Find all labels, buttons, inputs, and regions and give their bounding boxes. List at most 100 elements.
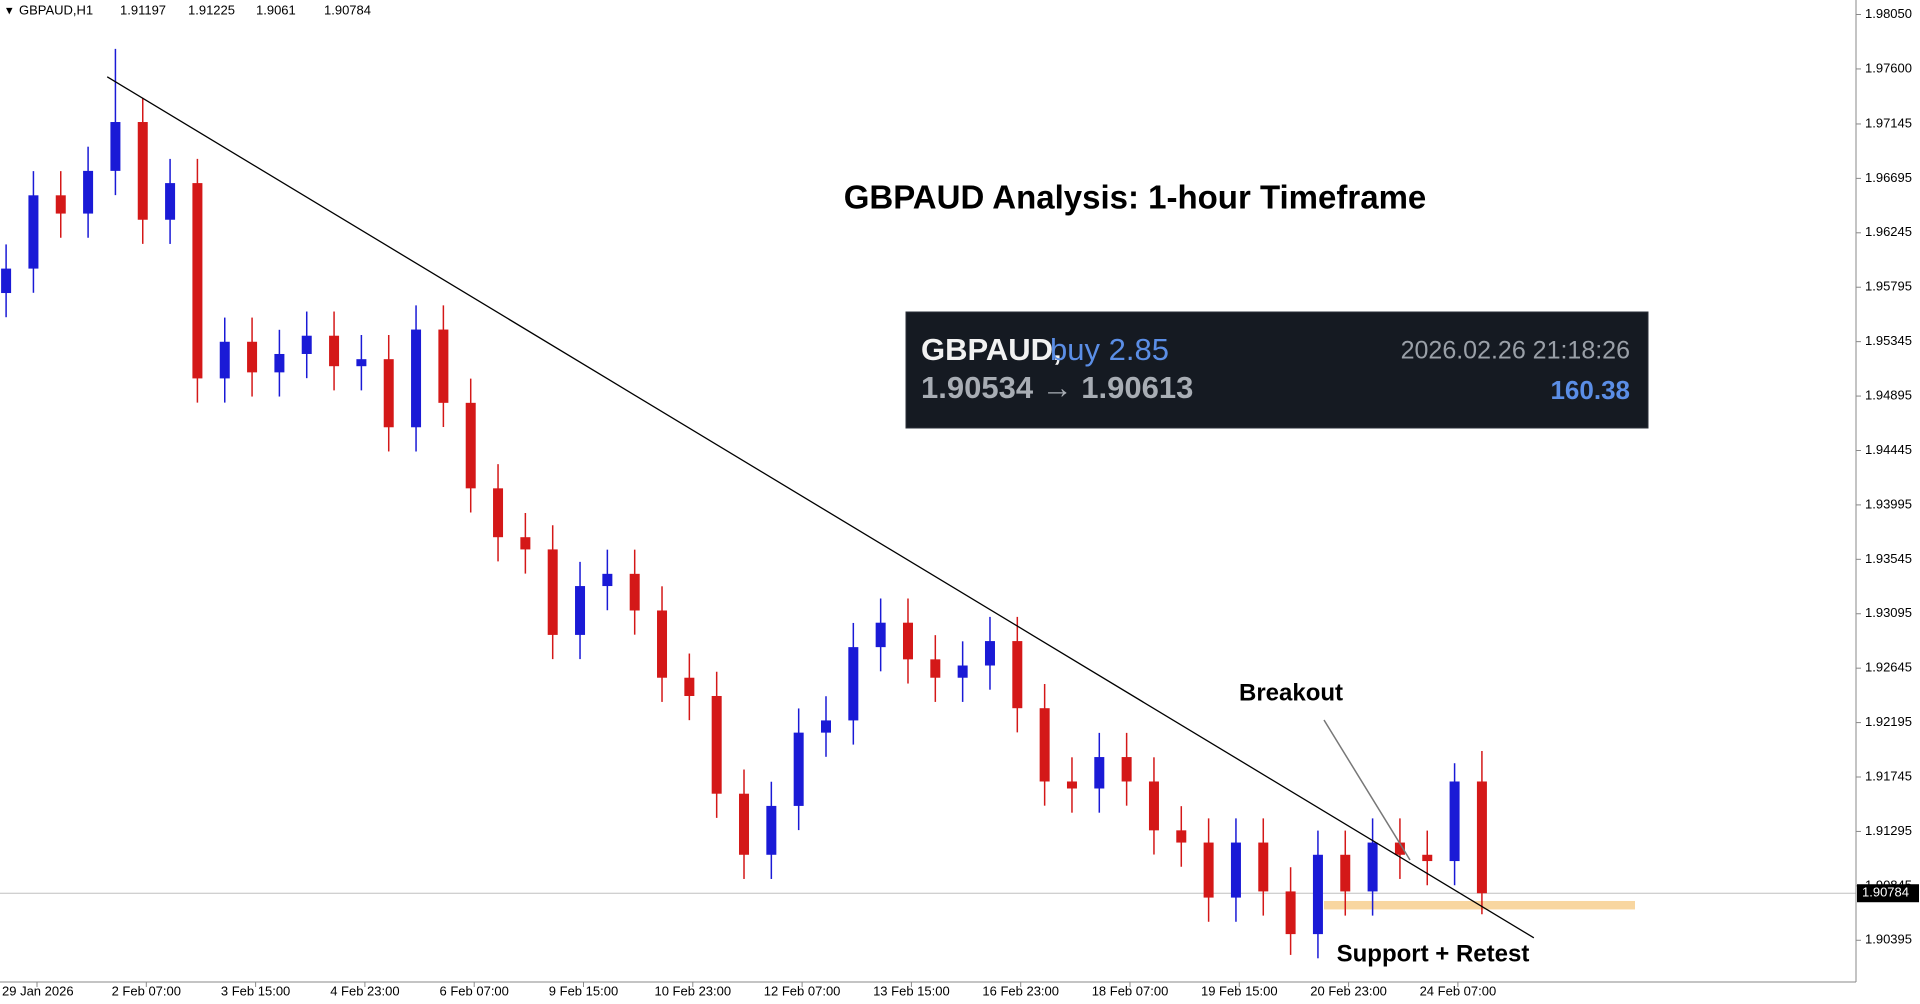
candle-body: [1394, 842, 1405, 855]
trade-prices: 1.90534 → 1.90613: [921, 370, 1193, 405]
header-ohlc-value: 1.91225: [188, 2, 235, 17]
x-tick-label: 19 Feb 15:00: [1201, 983, 1278, 998]
candle-body: [520, 537, 531, 550]
candle-body: [957, 665, 968, 678]
candle-body: [821, 720, 831, 733]
candle-body: [55, 195, 66, 214]
axis-layer: 1.98050 1.97600 1.97145 1.96695 1.96245 1.957…: [2, 6, 1912, 998]
candle-body: [83, 170, 94, 214]
candle-body: [1422, 854, 1433, 862]
plot-layer: [0, 48, 1856, 959]
candle-body: [1312, 854, 1323, 935]
candle-body: [984, 641, 995, 666]
candle-body: [28, 195, 39, 269]
chart-title: GBPAUD Analysis: 1-hour Timeframe: [844, 179, 1427, 216]
candle-body: [465, 402, 476, 489]
candle-body: [383, 359, 394, 428]
candle-body: [301, 335, 312, 354]
header-ohlc-value: 1.91197: [120, 2, 166, 17]
candle-body: [1258, 842, 1269, 892]
trendline: [106, 76, 1535, 939]
y-tick-label: 1.97600: [1865, 60, 1912, 75]
candle-body: [411, 329, 422, 428]
y-tick-label: 1.94895: [1865, 388, 1912, 403]
collapse-arrow: ▾: [6, 2, 13, 17]
candle-body: [219, 341, 230, 379]
y-tick-label: 1.93995: [1865, 496, 1912, 511]
x-tick-label: 10 Feb 23:00: [654, 983, 731, 998]
y-tick-label: 1.91745: [1865, 768, 1912, 783]
header-ohlc-value: 1.90784: [324, 2, 371, 17]
x-tick-label: 13 Feb 15:00: [873, 983, 950, 998]
candle-body: [247, 341, 258, 373]
x-tick-label: 2 Feb 07:00: [112, 983, 181, 998]
trade-ticker: GBPAUD,: [921, 332, 1062, 367]
candle-body: [1203, 842, 1214, 898]
candle-body: [684, 677, 695, 696]
candle-body: [1230, 842, 1241, 898]
candle-body: [274, 353, 285, 373]
trade-profit: 160.38: [1550, 375, 1630, 405]
candle-body: [739, 793, 750, 855]
x-tick-label: 16 Feb 23:00: [982, 983, 1059, 998]
candle-body: [547, 549, 558, 635]
candle-body: [575, 586, 586, 635]
candle-body: [875, 622, 886, 648]
x-tick-label: 24 Feb 07:00: [1420, 983, 1497, 998]
y-tick-label: 1.95345: [1865, 333, 1912, 348]
trade-box-bg: [905, 311, 1649, 429]
y-tick-label: 1.95795: [1865, 279, 1912, 294]
y-tick-label: 1.92195: [1865, 714, 1912, 729]
y-tick-label: 1.91295: [1865, 823, 1912, 838]
candle-body: [629, 573, 640, 611]
header-ohlc: 1.91197 1.91225 1.9061 1.90784: [120, 2, 371, 17]
candle-body: [438, 329, 449, 403]
candle-body: [1176, 830, 1187, 843]
y-tick-label: 1.93095: [1865, 605, 1912, 620]
x-tick-label: 18 Feb 07:00: [1092, 983, 1169, 998]
candle-body: [1039, 708, 1050, 782]
candle-body: [793, 732, 804, 806]
candle-body: [711, 695, 722, 794]
candle-body: [493, 488, 504, 538]
x-tick-label: 9 Feb 15:00: [549, 983, 618, 998]
candle-body: [1340, 854, 1351, 892]
y-tick-label: 1.96245: [1865, 224, 1912, 239]
trade-time: 2026.02.26 21:18:26: [1401, 337, 1630, 365]
candle-body: [1449, 781, 1460, 862]
y-tick-label: 1.97145: [1865, 115, 1912, 130]
candle-body: [930, 659, 941, 678]
current-price-label: 1.90784: [1862, 885, 1909, 900]
candle-body: [1012, 641, 1023, 709]
trade-box: GBPAUD, buy 2.85 2026.02.26 21:18:26 1.9…: [905, 311, 1649, 429]
candle-body: [657, 610, 668, 678]
header-ohlc-value: 1.9061: [256, 2, 296, 17]
current-price-box: [1857, 884, 1919, 903]
support-label: Support + Retest: [1337, 940, 1530, 967]
trade-order: buy 2.85: [1050, 332, 1169, 367]
candle-body: [356, 359, 367, 367]
candle-body: [766, 805, 777, 855]
symbol-label: GBPAUD,H1: [19, 2, 93, 17]
candle-body: [329, 335, 340, 367]
y-tick-label: 1.90395: [1865, 932, 1912, 947]
candle-body: [902, 622, 913, 660]
y-tick-label: 1.96695: [1865, 170, 1912, 185]
candle-body: [192, 183, 203, 379]
x-tick-label: 20 Feb 23:00: [1310, 983, 1387, 998]
x-tick-label: 6 Feb 07:00: [440, 983, 509, 998]
candle-body: [137, 122, 148, 220]
candle-body: [1121, 757, 1132, 782]
candle-body: [1285, 891, 1296, 935]
candle-body: [1476, 781, 1487, 894]
x-tick-label: 29 Jan 2026: [2, 983, 74, 998]
candle-body: [848, 647, 859, 721]
candle-body: [1148, 781, 1159, 831]
y-tick-label: 1.94445: [1865, 442, 1912, 457]
breakout-pointer: [1323, 719, 1411, 861]
x-tick-label: 4 Feb 23:00: [330, 983, 399, 998]
candle-body: [165, 183, 176, 220]
